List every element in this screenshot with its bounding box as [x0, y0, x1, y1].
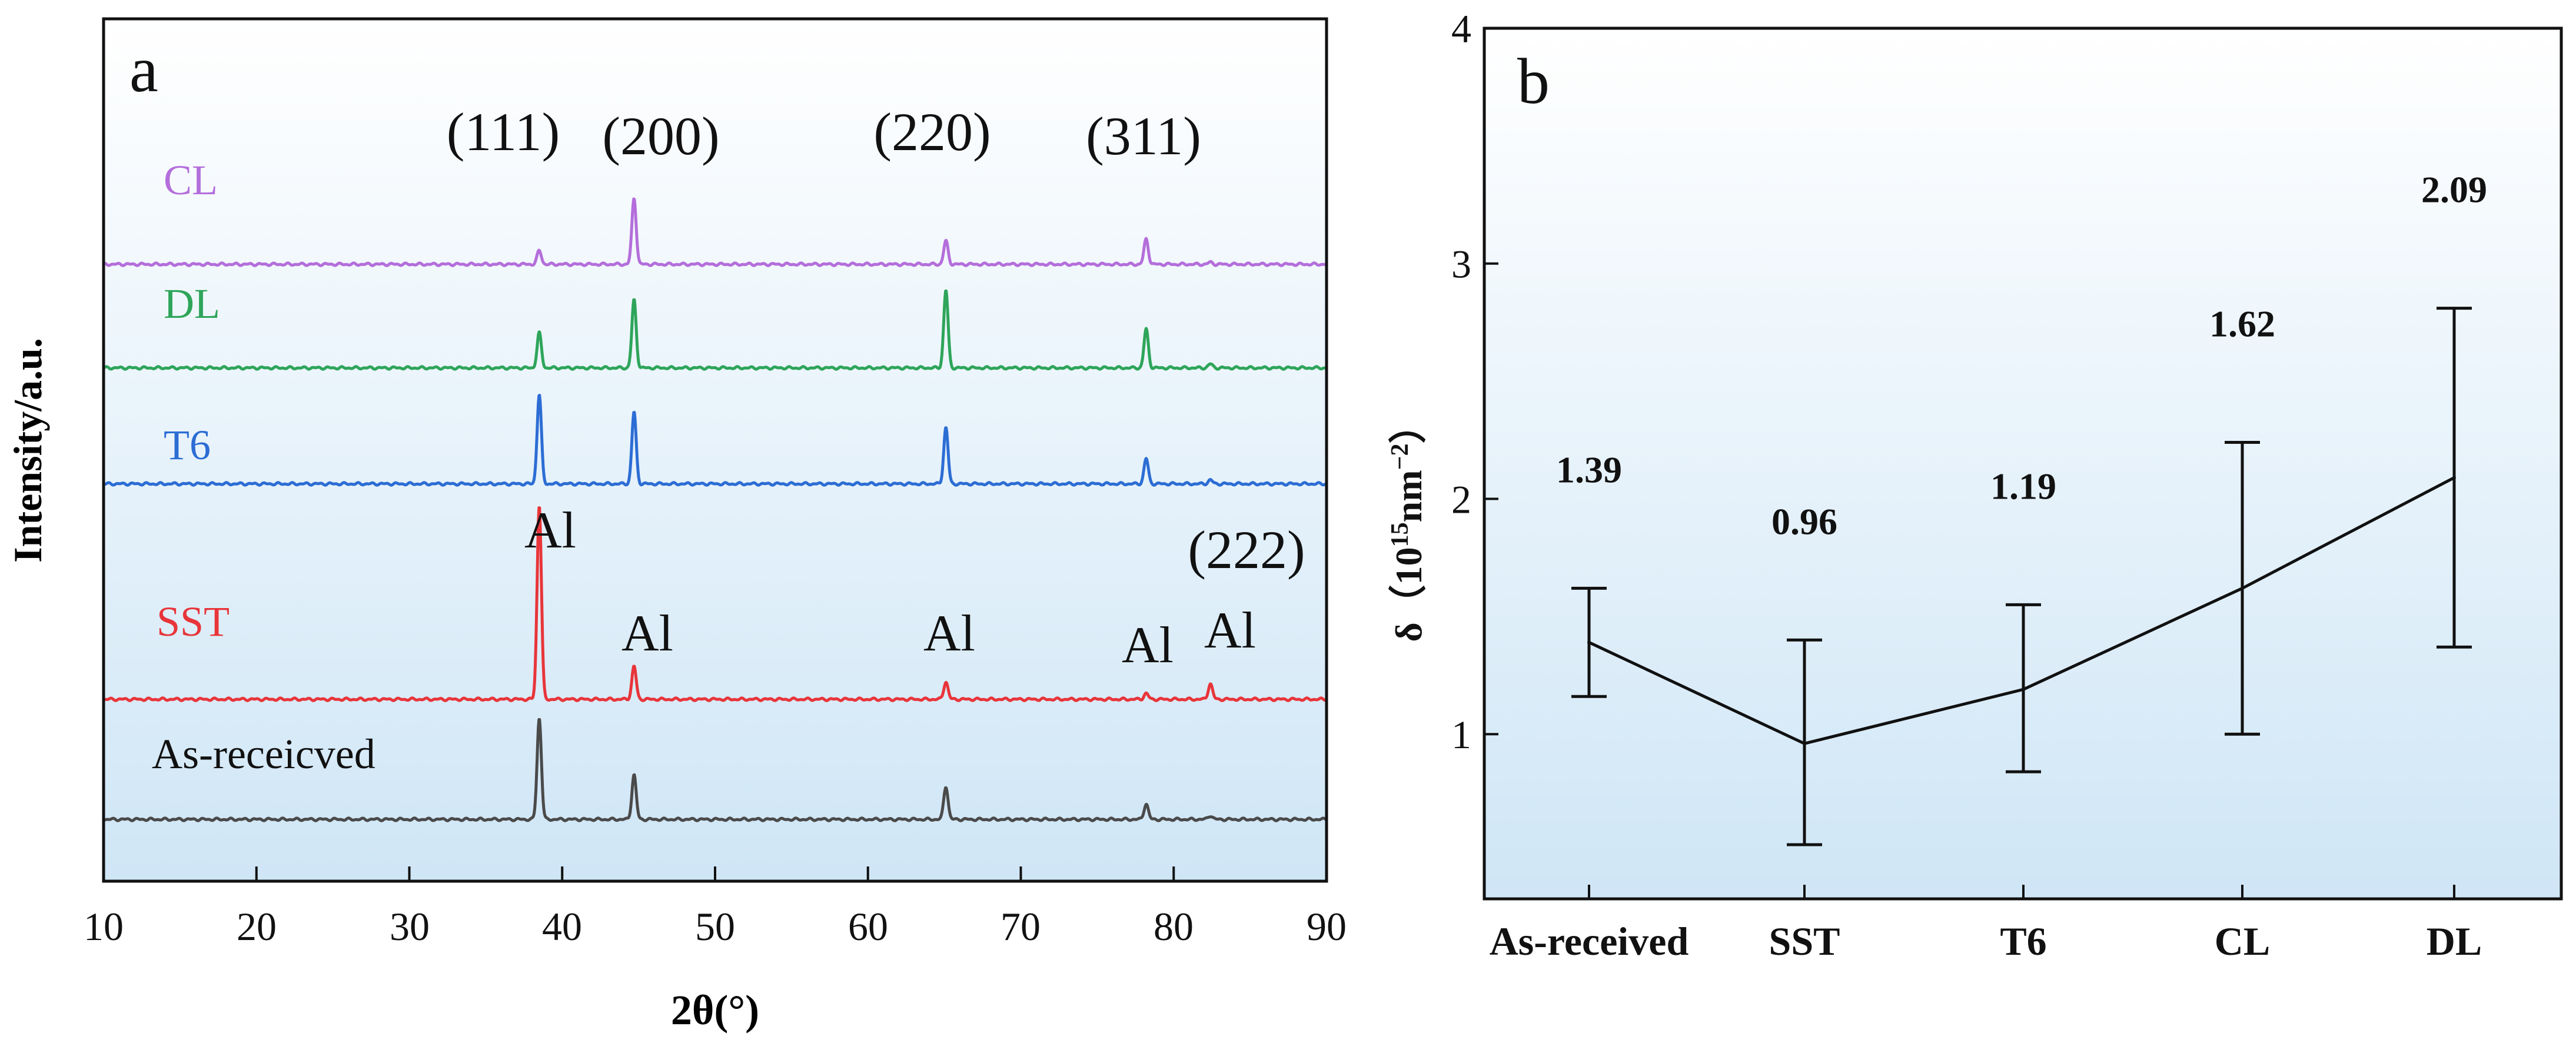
xrd-series-group [102, 197, 1328, 822]
peak-label: (220) [873, 102, 990, 162]
peak-label: (222) [1188, 520, 1305, 580]
dislocation-series [1571, 307, 2472, 846]
y-axis-label-unit: nm [1388, 470, 1430, 522]
data-point [2022, 688, 2025, 692]
value-label: 2.09 [2421, 169, 2487, 211]
x-tick-label: 60 [848, 904, 888, 949]
y-axis: 1 2 3 4 [1451, 6, 1498, 757]
y-axis-label-sup: 15 [1387, 522, 1414, 547]
category-label: CL [2215, 919, 2270, 964]
peak-label: (200) [602, 106, 719, 166]
plot-background [104, 19, 1327, 881]
phase-label: Al [524, 502, 576, 559]
y-axis-label-sup: −2 [1387, 443, 1414, 470]
series-label-as-received: As-receicved [152, 730, 375, 778]
value-label: 1.19 [1990, 465, 2056, 507]
value-labels: 1.39 0.96 1.19 1.62 2.09 [1556, 169, 2487, 543]
phase-label: Al [1122, 617, 1174, 674]
value-label: 1.62 [2209, 303, 2275, 345]
category-label: DL [2427, 919, 2482, 964]
peak-label: (311) [1086, 106, 1201, 166]
y-tick-label: 2 [1451, 477, 1471, 522]
x-tick-label: 90 [1307, 904, 1347, 949]
value-label: 0.96 [1771, 500, 1837, 542]
xrd-series-dl [102, 289, 1328, 371]
phase-label: Al [621, 605, 673, 662]
series-label-cl: CL [164, 157, 218, 204]
category-label: As-received [1490, 919, 1689, 964]
x-axis: 10 20 30 40 50 60 70 80 90 [84, 866, 1347, 949]
y-tick-label: 1 [1451, 712, 1471, 757]
series-label-dl: DL [164, 280, 220, 327]
x-tick-label: 70 [1001, 904, 1041, 949]
y-axis-label-main: δ（10 [1388, 547, 1430, 642]
xrd-series-sst [102, 506, 1328, 702]
x-tick-label: 80 [1154, 904, 1194, 949]
category-label: SST [1769, 919, 1840, 964]
category-label: T6 [2000, 919, 2046, 964]
data-point [1803, 742, 1806, 746]
xrd-series-t6 [102, 394, 1328, 487]
phase-label: Al [923, 605, 975, 662]
x-axis-label: 2θ(°) [671, 987, 759, 1034]
x-tick-label: 40 [542, 904, 582, 949]
y-axis-label: δ（1015nm−2） [1387, 406, 1430, 642]
series-label-sst: SST [157, 598, 230, 645]
series-label-t6: T6 [164, 421, 211, 469]
panel-letter: a [129, 34, 158, 105]
value-label: 1.39 [1556, 449, 1622, 490]
xrd-series-cl [102, 197, 1328, 267]
x-tick-label: 10 [84, 904, 124, 949]
y-tick-label: 4 [1451, 6, 1471, 51]
panel-letter: b [1517, 45, 1550, 117]
x-tick-label: 20 [237, 904, 277, 949]
x-axis: As-received SST T6 CL DL [1490, 885, 2482, 964]
y-axis-label: Intensity/a.u. [5, 338, 50, 563]
data-point [1587, 640, 1591, 645]
data-point [2452, 476, 2456, 480]
xrd-panel: 10 20 30 40 50 60 70 80 90 2θ(°) Intensi… [5, 17, 1347, 1034]
peak-label: (111) [447, 102, 560, 162]
data-point [2241, 586, 2244, 590]
xrd-series-as-receicved [102, 718, 1328, 822]
x-tick-label: 50 [695, 904, 735, 949]
phase-label: Al [1204, 602, 1256, 659]
x-tick-label: 30 [390, 904, 430, 949]
y-axis-label-end: ） [1388, 406, 1430, 443]
y-tick-label: 3 [1451, 242, 1471, 287]
